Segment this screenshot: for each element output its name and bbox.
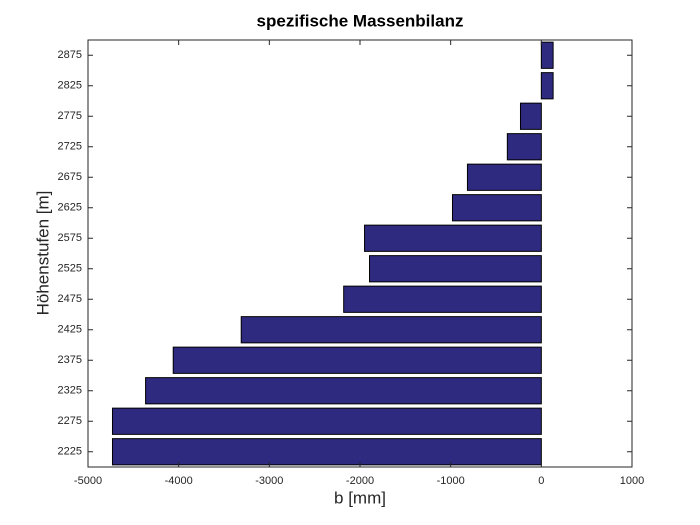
- x-tick-label: 1000: [620, 475, 644, 487]
- bar: [369, 255, 542, 283]
- bar: [111, 407, 542, 435]
- y-tick-label: 2675: [58, 171, 82, 183]
- bar: [364, 224, 542, 252]
- y-tick-label: 2375: [58, 354, 82, 366]
- y-tick-label: 2575: [58, 232, 82, 244]
- bar: [466, 163, 542, 191]
- bar: [540, 72, 554, 100]
- y-tick-label: 2475: [58, 293, 82, 305]
- x-tick-label: -2000: [346, 475, 374, 487]
- chart-title: spezifische Massenbilanz: [257, 11, 464, 30]
- x-tick-label: -4000: [165, 475, 193, 487]
- x-tick-label: -3000: [255, 475, 283, 487]
- y-tick-label: 2725: [58, 141, 82, 153]
- y-tick-label: 2275: [58, 415, 82, 427]
- bar: [145, 377, 542, 405]
- y-tick-label: 2775: [58, 110, 82, 122]
- y-tick-label: 2625: [58, 202, 82, 214]
- y-tick-label: 2525: [58, 263, 82, 275]
- x-tick-label: 0: [538, 475, 544, 487]
- y-tick-label: 2225: [58, 446, 82, 458]
- bar: [451, 194, 542, 222]
- bar: [240, 316, 542, 344]
- x-tick-label: -1000: [437, 475, 465, 487]
- y-tick-label: 2875: [58, 49, 82, 61]
- bar: [172, 346, 542, 374]
- bar: [111, 438, 542, 466]
- plot-frame: [87, 39, 633, 468]
- y-tick-label: 2425: [58, 324, 82, 336]
- x-tick-label: -5000: [74, 475, 102, 487]
- y-tick-label: 2825: [58, 80, 82, 92]
- bar: [506, 133, 542, 161]
- x-axis-label: b [mm]: [334, 488, 386, 507]
- bar: [343, 285, 542, 313]
- bar: [519, 102, 542, 130]
- y-axis-label: Höhenstufen [m]: [33, 191, 52, 316]
- bar: [540, 41, 554, 69]
- y-tick-label: 2325: [58, 385, 82, 397]
